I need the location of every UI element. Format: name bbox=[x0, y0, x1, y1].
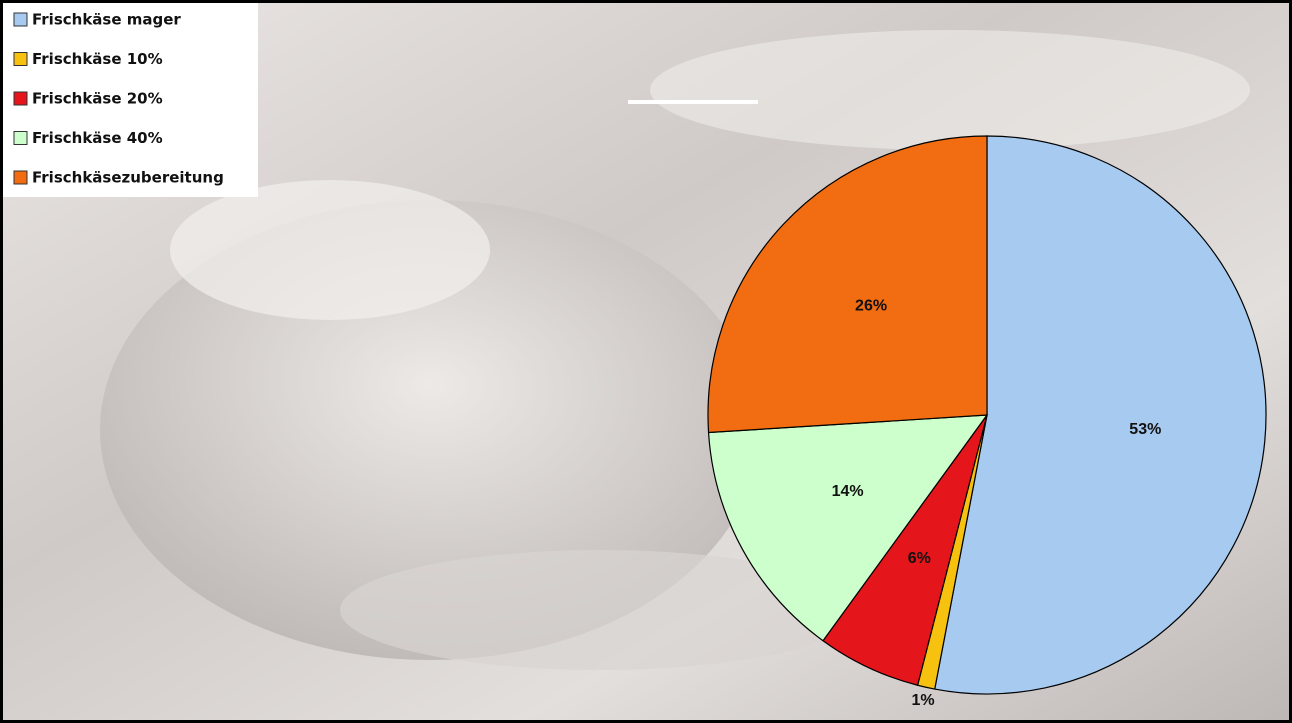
legend-label: Frischkäse 20% bbox=[32, 90, 163, 108]
pie-slice bbox=[934, 135, 1267, 695]
legend-box bbox=[0, 0, 258, 197]
legend-label: Frischkäse mager bbox=[32, 11, 181, 29]
legend: Frischkäse mager Frischkäse 10% Frischkäse… bbox=[13, 11, 224, 187]
pie-slice bbox=[707, 135, 988, 434]
background-shape bbox=[628, 100, 758, 104]
legend-label: Frischkäse 10% bbox=[32, 50, 163, 68]
pie: 53% 1% 6% 14% 26% bbox=[707, 135, 1267, 709]
data-label: 6% bbox=[908, 550, 931, 567]
legend-swatch bbox=[13, 131, 28, 145]
legend-swatch bbox=[13, 12, 28, 27]
data-label: 14% bbox=[832, 483, 864, 500]
background-shape bbox=[340, 550, 860, 670]
data-label: 1% bbox=[912, 692, 935, 709]
legend-swatch bbox=[13, 91, 28, 106]
legend-swatch bbox=[13, 170, 28, 185]
pie-slice bbox=[707, 414, 989, 642]
legend-label: Frischkäsezubereitung bbox=[32, 169, 224, 187]
data-label: 26% bbox=[855, 297, 887, 314]
background-shape bbox=[170, 180, 490, 320]
data-label: 53% bbox=[1129, 421, 1161, 438]
legend-swatch bbox=[13, 52, 28, 66]
legend-label: Frischkäse 40% bbox=[32, 129, 163, 147]
background-shape bbox=[650, 30, 1250, 150]
background-shape bbox=[100, 200, 760, 660]
